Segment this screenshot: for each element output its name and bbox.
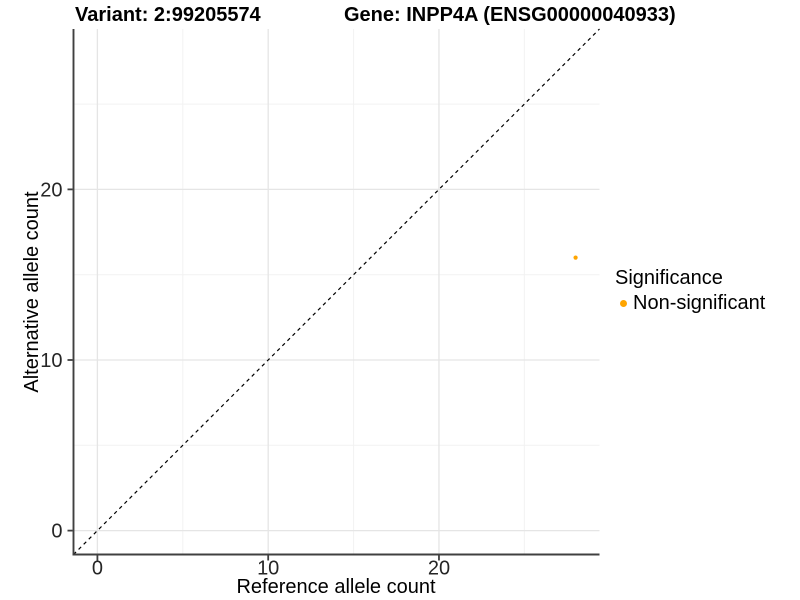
variant-title: Variant: 2:99205574: [75, 4, 261, 26]
y-tick-label: 20: [40, 179, 62, 201]
x-axis-title: Reference allele count: [236, 576, 436, 598]
x-tick-label: 0: [92, 558, 103, 580]
identity-line: [73, 28, 600, 555]
legend-item-label: Non-significant: [633, 292, 766, 314]
point-icon: [620, 300, 627, 307]
legend-item: Non-significant: [615, 291, 765, 316]
y-tick-label: 0: [51, 521, 62, 543]
gene-title: Gene: INPP4A (ENSG00000040933): [344, 4, 676, 26]
legend-key: [615, 295, 632, 312]
legend: Significance Non-significant: [615, 266, 765, 316]
data-point: [573, 255, 578, 260]
y-axis-title: Alternative allele count: [21, 191, 43, 393]
x-tick-label: 10: [257, 558, 279, 580]
y-tick-label: 10: [40, 350, 62, 372]
legend-title: Significance: [615, 267, 723, 289]
x-tick-label: 20: [428, 558, 450, 580]
